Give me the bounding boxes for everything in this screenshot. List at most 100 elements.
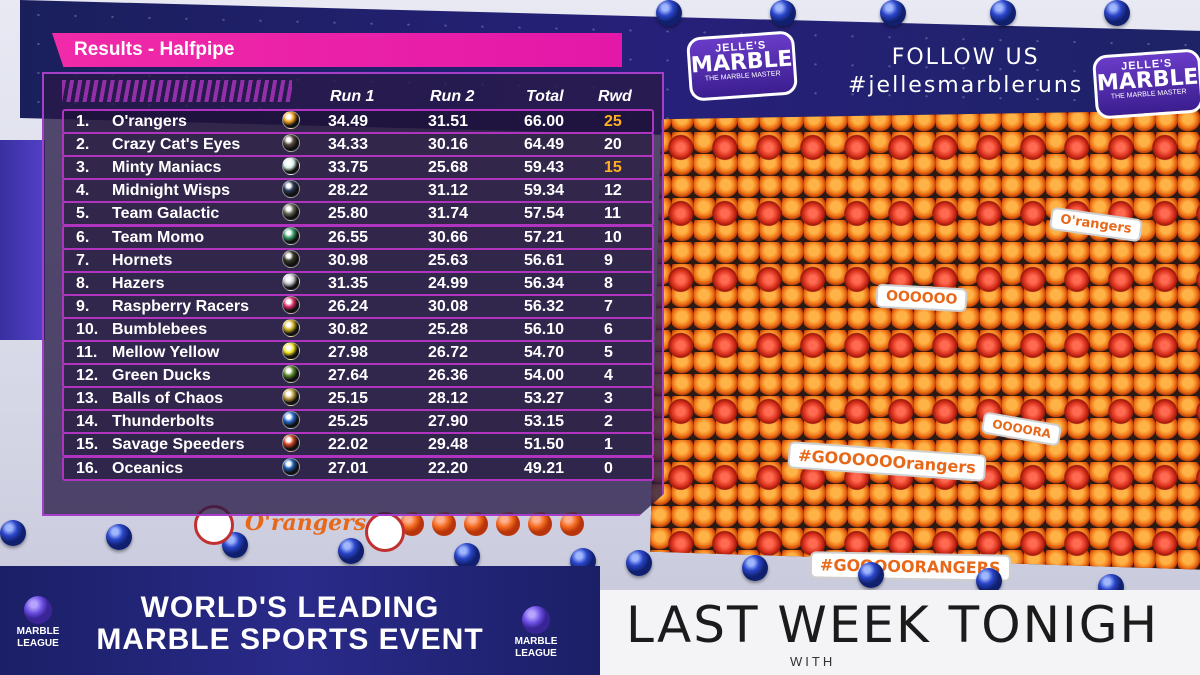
team-marble-icon — [282, 365, 300, 384]
team-marble-icon — [282, 180, 300, 199]
total-cell: 57.54 — [524, 205, 565, 223]
run2-cell: 31.12 — [428, 182, 469, 200]
run1-cell: 30.98 — [328, 251, 369, 269]
rank-cell: 15. — [76, 436, 99, 454]
run2-cell: 26.36 — [428, 367, 469, 385]
run1-cell: 31.35 — [328, 274, 369, 292]
run2-cell: 25.63 — [428, 251, 469, 269]
table-row: 10. Bumblebees 30.82 25.28 56.10 6 — [62, 316, 654, 342]
reward-cell: 2 — [604, 413, 613, 431]
team-name-cell: Team Momo — [112, 228, 205, 246]
bottom-banner-right: LAST WEEK TONIGH WITH — [600, 590, 1200, 675]
run2-cell: 30.08 — [428, 297, 469, 315]
team-marble-icon — [282, 318, 300, 337]
table-row: 14. Thunderbolts 25.25 27.90 53.15 2 — [62, 409, 654, 435]
table-row: 3. Minty Maniacs 33.75 25.68 59.43 15 — [62, 155, 654, 181]
team-marble-icon — [282, 295, 300, 314]
show-subtitle: WITH — [790, 654, 836, 669]
blue-marble — [770, 0, 796, 26]
marble-field — [650, 110, 1200, 570]
total-cell: 64.49 — [524, 136, 565, 154]
run1-cell: 26.55 — [328, 228, 369, 246]
table-row: 4. Midnight Wisps 28.22 31.12 59.34 12 — [62, 178, 654, 204]
total-cell: 56.61 — [524, 251, 565, 269]
run1-cell: 25.25 — [328, 413, 369, 431]
blue-marble — [880, 0, 906, 26]
rank-cell: 10. — [76, 320, 99, 338]
team-marble-icon — [282, 411, 300, 430]
team-marble-icon — [282, 457, 300, 476]
run2-cell: 25.68 — [428, 159, 469, 177]
bottom-banner-left: MARBLE LEAGUE WORLD'S LEADING MARBLE SPO… — [0, 566, 600, 675]
orange-marble — [528, 512, 552, 536]
team-name-cell: Thunderbolts — [112, 413, 215, 431]
rank-cell: 1. — [76, 113, 90, 130]
run1-cell: 25.15 — [328, 390, 369, 408]
total-cell: 59.43 — [524, 159, 565, 177]
blue-marble — [0, 520, 26, 546]
total-cell: 51.50 — [524, 436, 565, 454]
reward-cell: 12 — [604, 182, 622, 200]
jelles-marble-runs-logo-2: JELLE'S MARBLE THE MARBLE MASTER — [1091, 48, 1200, 120]
orange-marble — [496, 512, 520, 536]
blue-marble — [990, 0, 1016, 26]
table-row: 15. Savage Speeders 22.02 29.48 51.50 1 — [62, 432, 654, 458]
rank-cell: 6. — [76, 228, 90, 246]
tagline: WORLD'S LEADING MARBLE SPORTS EVENT — [96, 591, 484, 656]
table-row: 12. Green Ducks 27.64 26.36 54.00 4 — [62, 363, 654, 389]
run2-cell: 27.90 — [428, 413, 469, 431]
rank-cell: 5. — [76, 205, 90, 223]
blue-marble — [656, 0, 682, 26]
run1-cell: 27.64 — [328, 367, 369, 385]
table-row: 2. Crazy Cat's Eyes 34.33 30.16 64.49 20 — [62, 132, 654, 158]
orange-marble — [464, 512, 488, 536]
run2-cell: 31.51 — [428, 113, 469, 130]
column-header-run2: Run 2 — [430, 88, 475, 105]
table-row: 1. O'rangers 34.49 31.51 66.00 25 — [62, 109, 654, 134]
run2-cell: 31.74 — [428, 205, 469, 223]
team-name-cell: O'rangers — [112, 113, 187, 130]
team-marble-icon — [282, 203, 300, 222]
total-cell: 59.34 — [524, 182, 565, 200]
left-wall — [0, 140, 45, 340]
run2-cell: 30.16 — [428, 136, 469, 154]
follow-us-label: FOLLOW US — [891, 45, 1040, 70]
run1-cell: 22.02 — [328, 436, 369, 454]
team-marble-icon — [282, 388, 300, 407]
jelles-marble-runs-logo: JELLE'S MARBLE THE MARBLE MASTER — [685, 30, 799, 102]
run1-cell: 33.75 — [328, 159, 369, 177]
rank-cell: 16. — [76, 459, 99, 477]
team-name-cell: Green Ducks — [112, 367, 211, 385]
reward-cell: 7 — [604, 297, 613, 315]
rank-cell: 12. — [76, 367, 99, 385]
run1-cell: 26.24 — [328, 297, 369, 315]
team-name-cell: Bumblebees — [112, 320, 208, 338]
team-marble-icon — [282, 111, 300, 129]
reward-cell: 4 — [604, 367, 613, 385]
run2-cell: 26.72 — [428, 344, 469, 361]
blue-marble — [338, 538, 364, 564]
table-row: 11. Mellow Yellow 27.98 26.72 54.70 5 — [62, 340, 654, 365]
orange-marble — [560, 512, 584, 536]
run2-cell: 30.66 — [428, 228, 469, 246]
run1-cell: 28.22 — [328, 182, 369, 200]
reward-cell: 9 — [604, 251, 613, 269]
total-cell: 49.21 — [524, 459, 565, 477]
column-header-total: Total — [526, 88, 564, 105]
run2-cell: 29.48 — [428, 436, 469, 454]
total-cell: 57.21 — [524, 228, 565, 246]
run1-cell: 34.33 — [328, 136, 369, 154]
rank-cell: 13. — [76, 390, 99, 408]
run2-cell: 25.28 — [428, 320, 469, 338]
column-header-reward: Rwd — [598, 88, 632, 105]
team-marble-icon — [282, 272, 300, 291]
reward-cell: 0 — [604, 459, 613, 477]
reward-cell: 10 — [604, 228, 622, 246]
team-marble-icon — [282, 434, 300, 453]
total-cell: 53.15 — [524, 413, 565, 431]
follow-us-text: FOLLOW US #jellesmarbleruns — [848, 44, 1083, 100]
reward-cell: 3 — [604, 390, 613, 408]
team-name-cell: Mellow Yellow — [112, 344, 220, 361]
table-row: 13. Balls of Chaos 25.15 28.12 53.27 3 — [62, 386, 654, 412]
rank-cell: 2. — [76, 136, 90, 154]
